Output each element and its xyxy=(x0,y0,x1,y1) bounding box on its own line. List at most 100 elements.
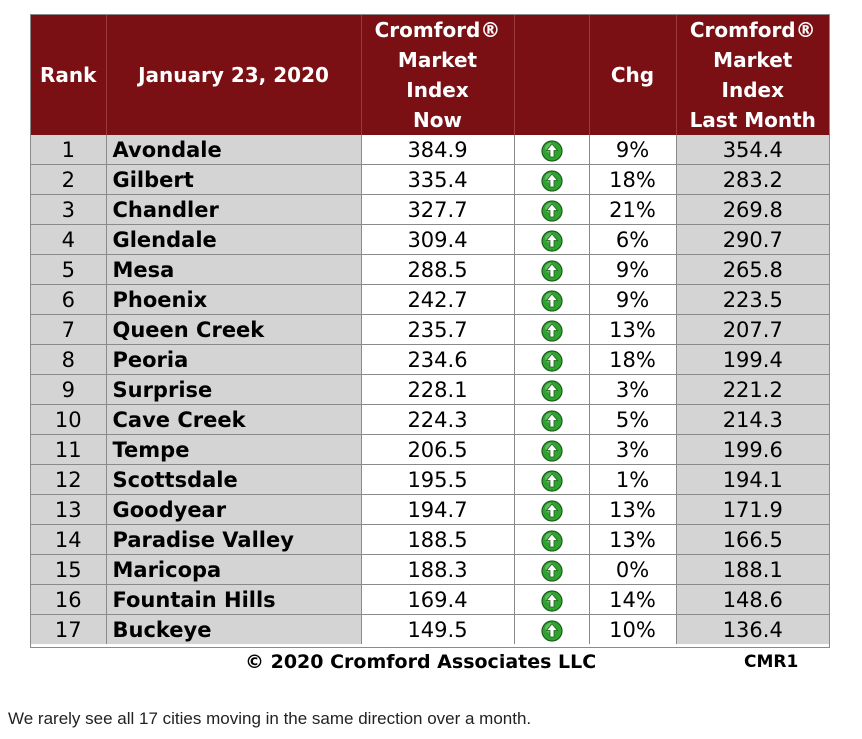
cell-trend xyxy=(514,584,590,615)
cell-rank: 4 xyxy=(31,224,107,255)
cell-index-last-month: 269.8 xyxy=(676,194,829,225)
green-up-arrow-icon xyxy=(540,349,563,372)
table-row: 17 Buckeye 149.5 10% 136.4 xyxy=(31,614,829,644)
market-index-table: Rank January 23, 2020 Cromford® Market I… xyxy=(31,15,829,644)
cell-trend xyxy=(514,404,590,435)
green-up-arrow-icon xyxy=(540,139,563,162)
cell-city: Gilbert xyxy=(106,164,362,195)
cell-city: Phoenix xyxy=(106,284,362,315)
cell-city: Paradise Valley xyxy=(106,524,362,555)
cell-trend xyxy=(514,224,590,255)
cell-chg: 3% xyxy=(589,374,677,405)
table-row: 5 Mesa 288.5 9% 265.8 xyxy=(31,254,829,285)
cell-index-last-month: 290.7 xyxy=(676,224,829,255)
cell-index-last-month: 207.7 xyxy=(676,314,829,345)
cell-chg: 18% xyxy=(589,344,677,375)
cell-rank: 13 xyxy=(31,494,107,525)
table-row: 11 Tempe 206.5 3% 199.6 xyxy=(31,434,829,465)
cell-chg: 14% xyxy=(589,584,677,615)
header-rank: Rank xyxy=(31,15,107,135)
caption-text: We rarely see all 17 cities moving in th… xyxy=(8,709,532,728)
cell-index-now: 288.5 xyxy=(361,254,515,285)
cell-index-last-month: 265.8 xyxy=(676,254,829,285)
cell-city: Goodyear xyxy=(106,494,362,525)
green-up-arrow-icon xyxy=(540,379,563,402)
cell-index-now: 169.4 xyxy=(361,584,515,615)
table-row: 4 Glendale 309.4 6% 290.7 xyxy=(31,224,829,255)
green-up-arrow-icon xyxy=(540,259,563,282)
table-row: 2 Gilbert 335.4 18% 283.2 xyxy=(31,164,829,195)
header-row: Rank January 23, 2020 Cromford® Market I… xyxy=(31,15,829,135)
cell-index-now: 335.4 xyxy=(361,164,515,195)
market-index-table-wrap: Rank January 23, 2020 Cromford® Market I… xyxy=(30,14,830,648)
cell-index-last-month: 214.3 xyxy=(676,404,829,435)
table-row: 9 Surprise 228.1 3% 221.2 xyxy=(31,374,829,405)
cell-index-last-month: 148.6 xyxy=(676,584,829,615)
cell-rank: 10 xyxy=(31,404,107,435)
table-row: 7 Queen Creek 235.7 13% 207.7 xyxy=(31,314,829,345)
cell-city: Chandler xyxy=(106,194,362,225)
cell-city: Tempe xyxy=(106,434,362,465)
cell-index-last-month: 136.4 xyxy=(676,614,829,644)
header-date: January 23, 2020 xyxy=(106,15,362,135)
cell-rank: 17 xyxy=(31,614,107,644)
cell-index-last-month: 166.5 xyxy=(676,524,829,555)
cell-trend xyxy=(514,284,590,315)
cell-city: Cave Creek xyxy=(106,404,362,435)
table-row: 3 Chandler 327.7 21% 269.8 xyxy=(31,194,829,225)
green-up-arrow-icon xyxy=(540,469,563,492)
cell-city: Avondale xyxy=(106,135,362,165)
cell-city: Glendale xyxy=(106,224,362,255)
header-index-last-month: Cromford® Market Index Last Month xyxy=(676,15,829,135)
cell-rank: 8 xyxy=(31,344,107,375)
cell-index-now: 206.5 xyxy=(361,434,515,465)
green-up-arrow-icon xyxy=(540,319,563,342)
cell-rank: 11 xyxy=(31,434,107,465)
cell-index-last-month: 199.6 xyxy=(676,434,829,465)
header-line: Cromford® xyxy=(689,18,816,42)
cell-chg: 0% xyxy=(589,554,677,585)
cell-rank: 2 xyxy=(31,164,107,195)
cell-trend xyxy=(514,614,590,644)
cell-trend xyxy=(514,164,590,195)
header-chg: Chg xyxy=(589,15,677,135)
cell-rank: 1 xyxy=(31,135,107,165)
copyright-text: © 2020 Cromford Associates LLC xyxy=(245,651,597,673)
cell-city: Queen Creek xyxy=(106,314,362,345)
cell-chg: 21% xyxy=(589,194,677,225)
cell-index-last-month: 171.9 xyxy=(676,494,829,525)
cell-index-last-month: 199.4 xyxy=(676,344,829,375)
cell-index-now: 234.6 xyxy=(361,344,515,375)
cell-index-now: 188.5 xyxy=(361,524,515,555)
table-row: 8 Peoria 234.6 18% 199.4 xyxy=(31,344,829,375)
green-up-arrow-icon xyxy=(540,619,563,642)
header-index-now: Cromford® Market Index Now xyxy=(361,15,515,135)
cell-city: Mesa xyxy=(106,254,362,285)
table-row: 15 Maricopa 188.3 0% 188.1 xyxy=(31,554,829,585)
table-body: 1 Avondale 384.9 9% 354.4 2 Gilbert 335.4 18% 283… xyxy=(31,135,829,644)
cell-rank: 16 xyxy=(31,584,107,615)
green-up-arrow-icon xyxy=(540,169,563,192)
cell-rank: 5 xyxy=(31,254,107,285)
cell-trend xyxy=(514,135,590,165)
green-up-arrow-icon xyxy=(540,229,563,252)
cell-index-last-month: 194.1 xyxy=(676,464,829,495)
green-up-arrow-icon xyxy=(540,439,563,462)
cell-rank: 12 xyxy=(31,464,107,495)
cell-trend xyxy=(514,374,590,405)
header-line: Now xyxy=(413,108,462,132)
cell-trend xyxy=(514,344,590,375)
table-row: 16 Fountain Hills 169.4 14% 148.6 xyxy=(31,584,829,615)
header-line: Index xyxy=(406,78,469,102)
table-row: 14 Paradise Valley 188.5 13% 166.5 xyxy=(31,524,829,555)
header-line: Market xyxy=(397,48,478,72)
cell-index-last-month: 221.2 xyxy=(676,374,829,405)
cell-trend xyxy=(514,194,590,225)
cell-rank: 3 xyxy=(31,194,107,225)
cell-trend xyxy=(514,314,590,345)
header-line: Cromford® xyxy=(374,18,501,42)
header-line: Index xyxy=(721,78,784,102)
header-line: Last Month xyxy=(689,108,816,132)
header-line: Rank xyxy=(40,63,97,87)
cell-index-last-month: 354.4 xyxy=(676,135,829,165)
